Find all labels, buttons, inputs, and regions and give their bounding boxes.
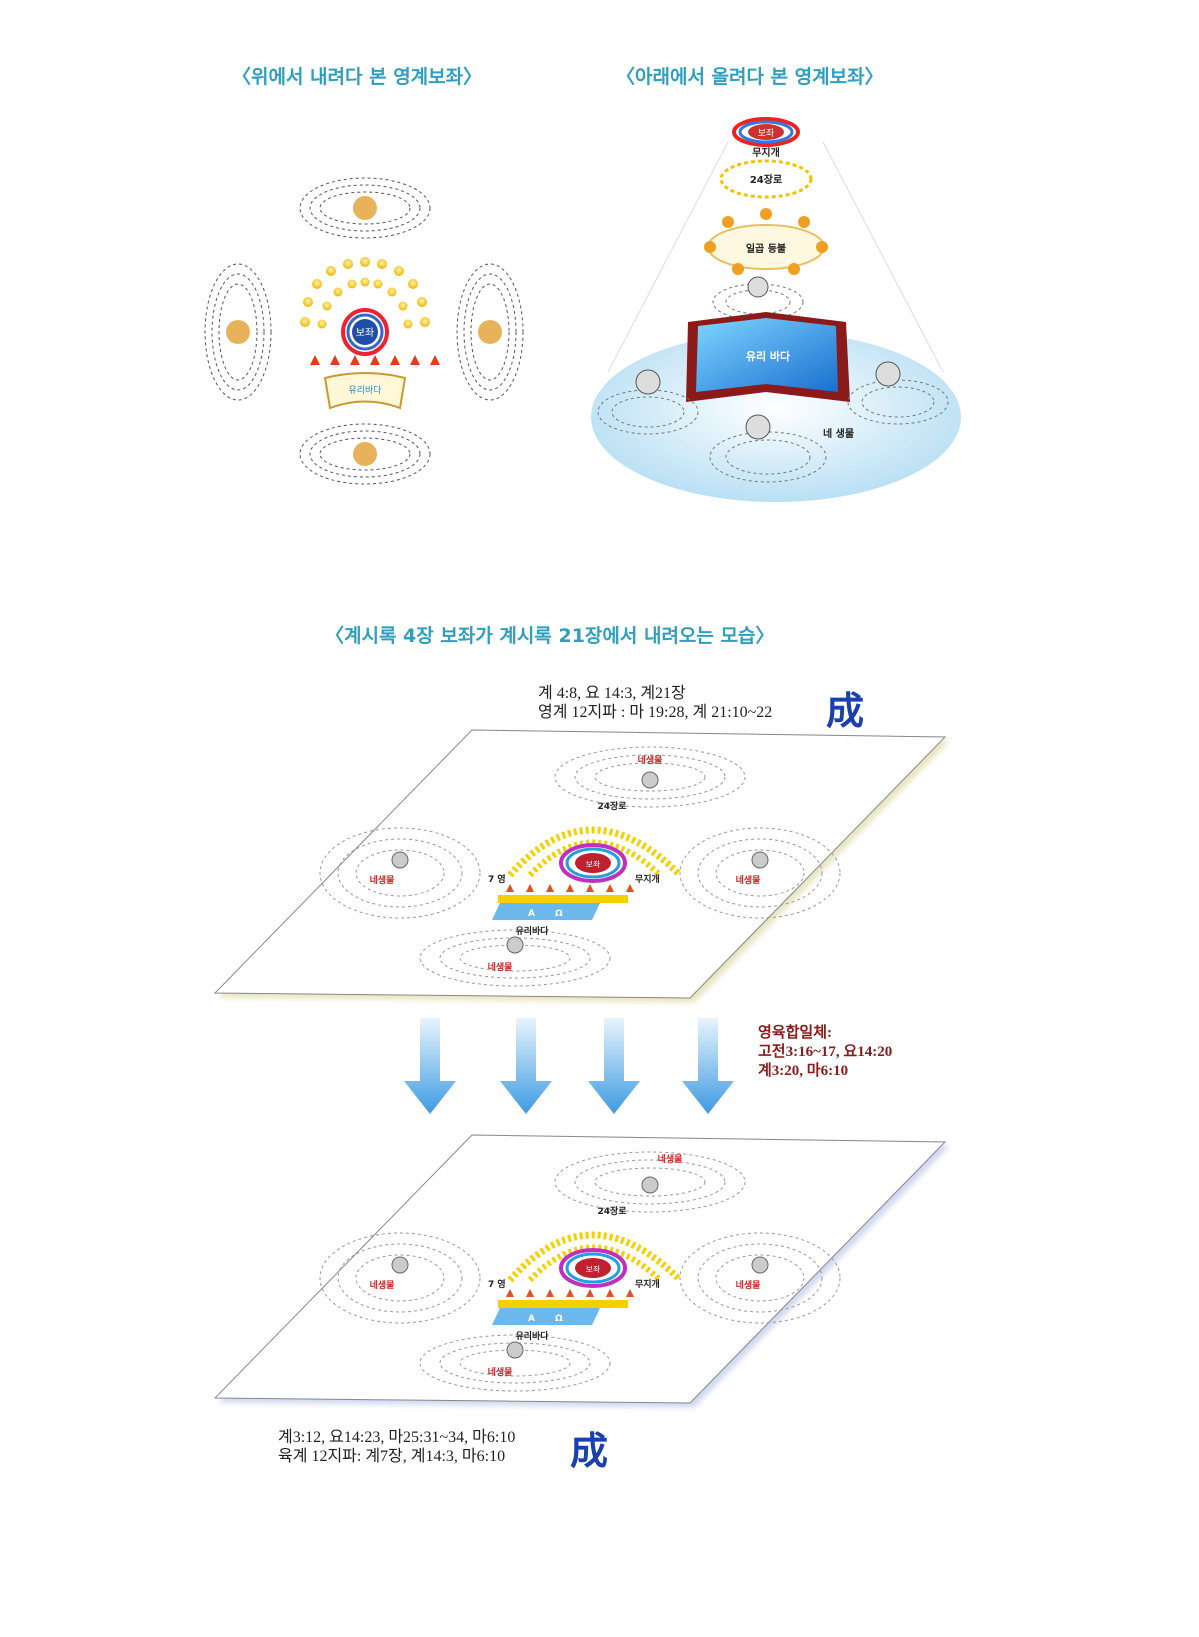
beast-label-top: 네생물 bbox=[638, 754, 663, 766]
rainbow-label: 무지개 bbox=[635, 873, 660, 885]
beast-icon bbox=[226, 320, 250, 344]
down-arrow-1 bbox=[404, 1018, 456, 1114]
upper-ref-line-1: 계 4:8, 요 14:3, 계21장 bbox=[538, 685, 686, 702]
upper-plane-diagram: 네생물 네생물 네생물 네생물 24장로 보좌 7 영 무지개 A Ω 유리바다 bbox=[213, 729, 947, 999]
down-arrow-2 bbox=[500, 1018, 552, 1114]
heading-top-view: 〈위에서 내려다 본 영계보좌〉 bbox=[232, 66, 483, 88]
elders-label: 24장로 bbox=[597, 1205, 627, 1217]
alpha-label: A bbox=[528, 1314, 535, 1324]
beast-ring-right bbox=[456, 263, 524, 401]
throne-label: 보좌 bbox=[586, 860, 601, 869]
seven-lamps bbox=[506, 1289, 634, 1297]
throne-label: 보좌 bbox=[356, 327, 374, 339]
elders-arc-inner bbox=[527, 839, 663, 878]
elders-arc-outer bbox=[507, 1231, 683, 1283]
seven-lamps bbox=[310, 355, 440, 365]
beast-label-bottom: 네생물 bbox=[488, 961, 513, 973]
union-ref-line-2: 고전3:16~17, 요14:20 bbox=[758, 1044, 893, 1060]
elders-arc-outer bbox=[507, 826, 683, 878]
beast-label-bottom: 네생물 bbox=[488, 1366, 513, 1378]
seong-lower: 成 bbox=[570, 1428, 609, 1473]
beast-figures bbox=[391, 771, 769, 954]
heading-descent: 〈계시록 4장 보좌가 계시록 21장에서 내려오는 모습〉 bbox=[325, 625, 775, 647]
elders-label: 24장로 bbox=[750, 173, 782, 186]
descent-arrows bbox=[404, 1018, 734, 1114]
glass-sea-label: 유리바다 bbox=[348, 385, 382, 396]
seven-spirits-label: 7 영 bbox=[488, 1278, 506, 1290]
rainbow-ring bbox=[341, 308, 389, 356]
glass-sea-label: 유리 바다 bbox=[746, 349, 791, 363]
seven-lamps bbox=[506, 884, 634, 892]
four-beasts-label: 네 생물 bbox=[823, 427, 854, 440]
beast-icon bbox=[478, 320, 502, 344]
alpha-label: A bbox=[528, 909, 535, 919]
union-ref-line-1: 영육합일체: bbox=[758, 1025, 832, 1041]
seven-spirits-label: 7 영 bbox=[488, 873, 506, 885]
beast-ring-left bbox=[204, 263, 272, 401]
beast-label-left: 네생물 bbox=[370, 1279, 395, 1291]
union-ref-line-3: 계3:20, 마6:10 bbox=[758, 1063, 849, 1079]
beast-label-right: 네생물 bbox=[736, 1279, 761, 1291]
elders-label: 24장로 bbox=[597, 800, 627, 812]
lower-plane-diagram: 네생물 네생물 네생물 네생물 24장로 보좌 7 영 무지개 A Ω 유리바다 bbox=[213, 1134, 947, 1404]
glass-sea-book bbox=[492, 903, 600, 920]
glass-sea-book bbox=[492, 1308, 600, 1325]
rainbow-label: 무지개 bbox=[752, 146, 780, 159]
glass-sea-book bbox=[323, 372, 407, 410]
elders-arcs bbox=[300, 257, 430, 329]
glass-sea-label: 유리바다 bbox=[515, 1330, 549, 1342]
throne-bottom-view-diagram: 보좌 무지개 24장로 일곱 등불 유리 바다 네 생물 bbox=[591, 117, 961, 502]
throne-label: 보좌 bbox=[758, 128, 775, 139]
elders-arc-inner bbox=[527, 1244, 663, 1283]
lower-ref-line-2: 육계 12지파: 계7장, 계14:3, 마6:10 bbox=[278, 1448, 506, 1465]
elders-ring bbox=[719, 159, 813, 199]
heading-bottom-view: 〈아래에서 올려다 본 영계보좌〉 bbox=[616, 66, 884, 88]
seven-lamps-label: 일곱 등불 bbox=[746, 242, 786, 255]
seong-upper: 成 bbox=[826, 688, 865, 733]
upper-ref-line-2: 영계 12지파 : 마 19:28, 계 21:10~22 bbox=[538, 704, 773, 721]
beast-icon bbox=[353, 196, 377, 220]
lamp-flames bbox=[704, 208, 828, 275]
rainbow-label: 무지개 bbox=[635, 1278, 660, 1290]
throne-label: 보좌 bbox=[586, 1265, 601, 1274]
beast-ring-bottom bbox=[299, 423, 431, 485]
glass-sea-label: 유리바다 bbox=[515, 925, 549, 937]
omega-label: Ω bbox=[555, 1314, 563, 1324]
throne-top-view-diagram: 보좌 유리바다 bbox=[204, 177, 524, 485]
omega-label: Ω bbox=[555, 909, 563, 919]
beast-label-top: 네생물 bbox=[658, 1153, 683, 1165]
beast-figures bbox=[635, 276, 901, 440]
beast-label-left: 네생물 bbox=[370, 874, 395, 886]
glass-sea-book bbox=[696, 318, 838, 392]
floor-ellipse bbox=[591, 332, 961, 502]
down-arrow-3 bbox=[588, 1018, 640, 1114]
beast-label-right: 네생물 bbox=[736, 874, 761, 886]
down-arrow-4 bbox=[682, 1018, 734, 1114]
beast-figures bbox=[391, 1176, 769, 1359]
beast-icon bbox=[353, 442, 377, 466]
lower-ref-line-1: 계3:12, 요14:23, 마25:31~34, 마6:10 bbox=[278, 1429, 516, 1446]
beast-ring-top bbox=[299, 177, 431, 239]
